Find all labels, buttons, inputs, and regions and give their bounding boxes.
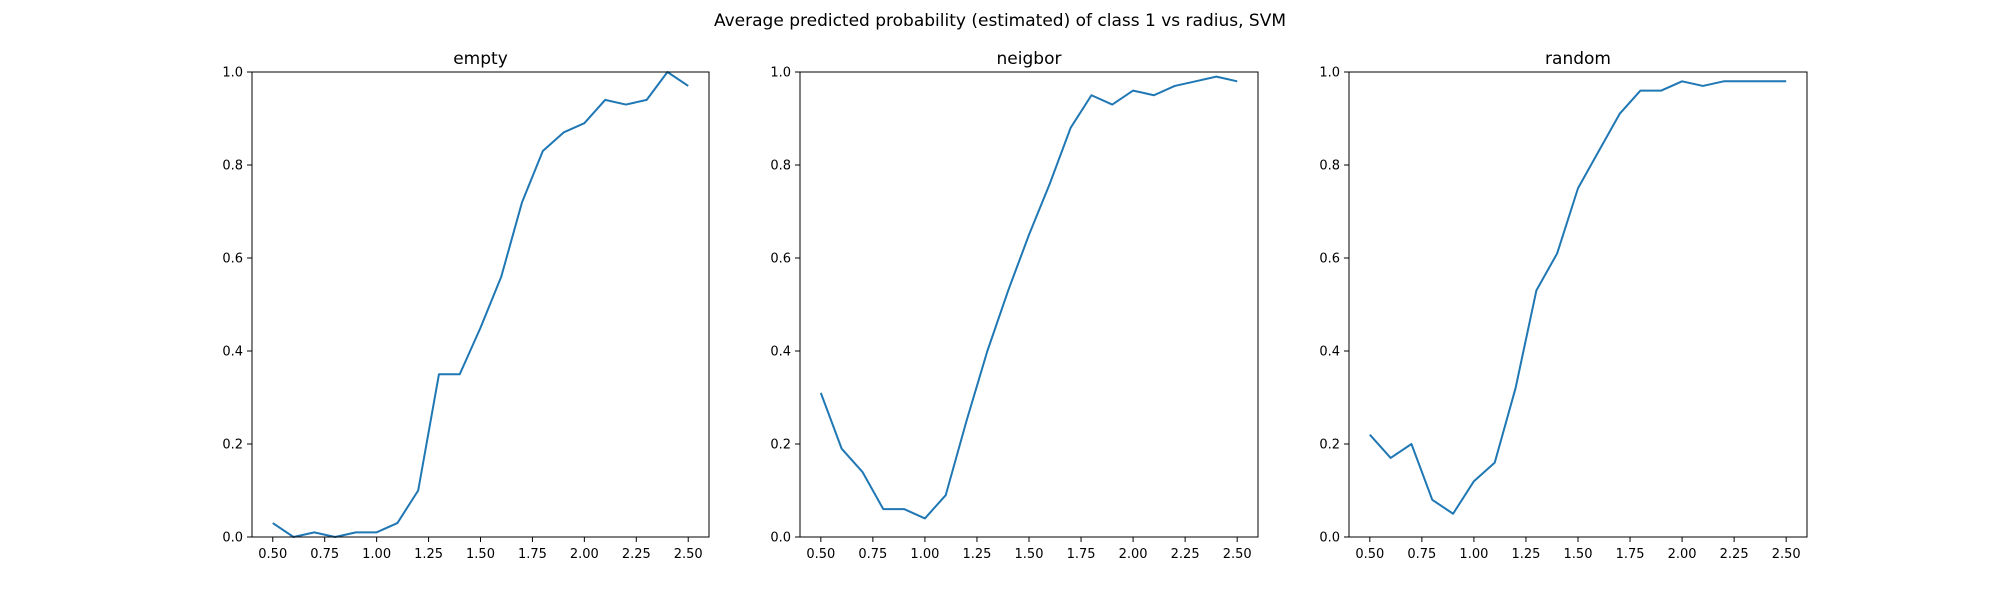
y-tick-label: 0.2: [1319, 438, 1340, 453]
x-tick-label: 0.75: [858, 547, 887, 562]
y-tick-label: 1.0: [222, 66, 243, 81]
subplot-2: random 0.50 0.75 1.00 1.25 1.50 1.75 2.00 2.25 2.…: [1319, 49, 1808, 562]
y-tick-label: 0.2: [222, 438, 243, 453]
y-tick-label: 0.4: [770, 345, 791, 360]
x-tick-label: 2.25: [622, 547, 651, 562]
x-tick-label: 2.50: [1772, 547, 1801, 562]
y-tick-label: 0.8: [222, 159, 243, 174]
x-tick-label: 2.00: [1668, 547, 1697, 562]
y-tick-label: 1.0: [770, 66, 791, 81]
x-tick-label: 2.25: [1171, 547, 1200, 562]
subplot-title: random: [1545, 49, 1611, 69]
y-tick-label: 0.8: [770, 159, 791, 174]
x-tick-label: 0.75: [1407, 547, 1436, 562]
series-line: [1369, 80, 1787, 515]
x-tick-label: 1.75: [1067, 547, 1096, 562]
x-tick-label: 0.50: [806, 547, 835, 562]
subplot-title: neigbor: [997, 49, 1062, 69]
x-tick-label: 1.25: [1511, 547, 1540, 562]
figure-title: Average predicted probability (estimated…: [714, 11, 1286, 31]
y-tick-label: 0.6: [1319, 252, 1340, 267]
x-tick-label: 1.50: [1015, 547, 1044, 562]
y-tick-label: 0.0: [222, 531, 243, 546]
x-tick-label: 1.00: [1459, 547, 1488, 562]
y-tick-label: 0.6: [770, 252, 791, 267]
subplot-0: empty 0.50 0.75 1.00 1.25 1.50 1.75 2.00 2.25 2.5…: [222, 49, 710, 562]
series-line: [272, 71, 689, 538]
y-tick-label: 0.4: [222, 345, 243, 360]
series-line: [819, 75, 1238, 520]
x-tick-label: 1.00: [910, 547, 939, 562]
x-tick-label: 1.75: [1616, 547, 1645, 562]
x-tick-label: 2.00: [570, 547, 599, 562]
x-tick-label: 0.50: [258, 547, 287, 562]
subplot-1: neigbor 0.50 0.75 1.00 1.25 1.50 1.75 2.00 2.25 2…: [770, 49, 1259, 562]
x-tick-label: 1.50: [1564, 547, 1593, 562]
y-tick-label: 0.2: [770, 438, 791, 453]
y-tick-label: 0.6: [222, 252, 243, 267]
x-tick-label: 1.25: [962, 547, 991, 562]
x-tick-label: 2.25: [1720, 547, 1749, 562]
y-tick-label: 0.4: [1319, 345, 1340, 360]
x-tick-label: 2.00: [1119, 547, 1148, 562]
x-tick-label: 0.75: [310, 547, 339, 562]
x-tick-label: 1.00: [362, 547, 391, 562]
subplot-title: empty: [453, 49, 508, 69]
x-tick-label: 1.75: [518, 547, 547, 562]
x-tick-label: 2.50: [674, 547, 703, 562]
x-tick-label: 1.25: [414, 547, 443, 562]
y-tick-label: 0.0: [1319, 531, 1340, 546]
y-tick-label: 0.0: [770, 531, 791, 546]
y-tick-label: 0.8: [1319, 159, 1340, 174]
x-tick-label: 1.50: [466, 547, 495, 562]
x-tick-label: 2.50: [1223, 547, 1252, 562]
y-tick-label: 1.0: [1319, 66, 1340, 81]
x-tick-label: 0.50: [1355, 547, 1384, 562]
